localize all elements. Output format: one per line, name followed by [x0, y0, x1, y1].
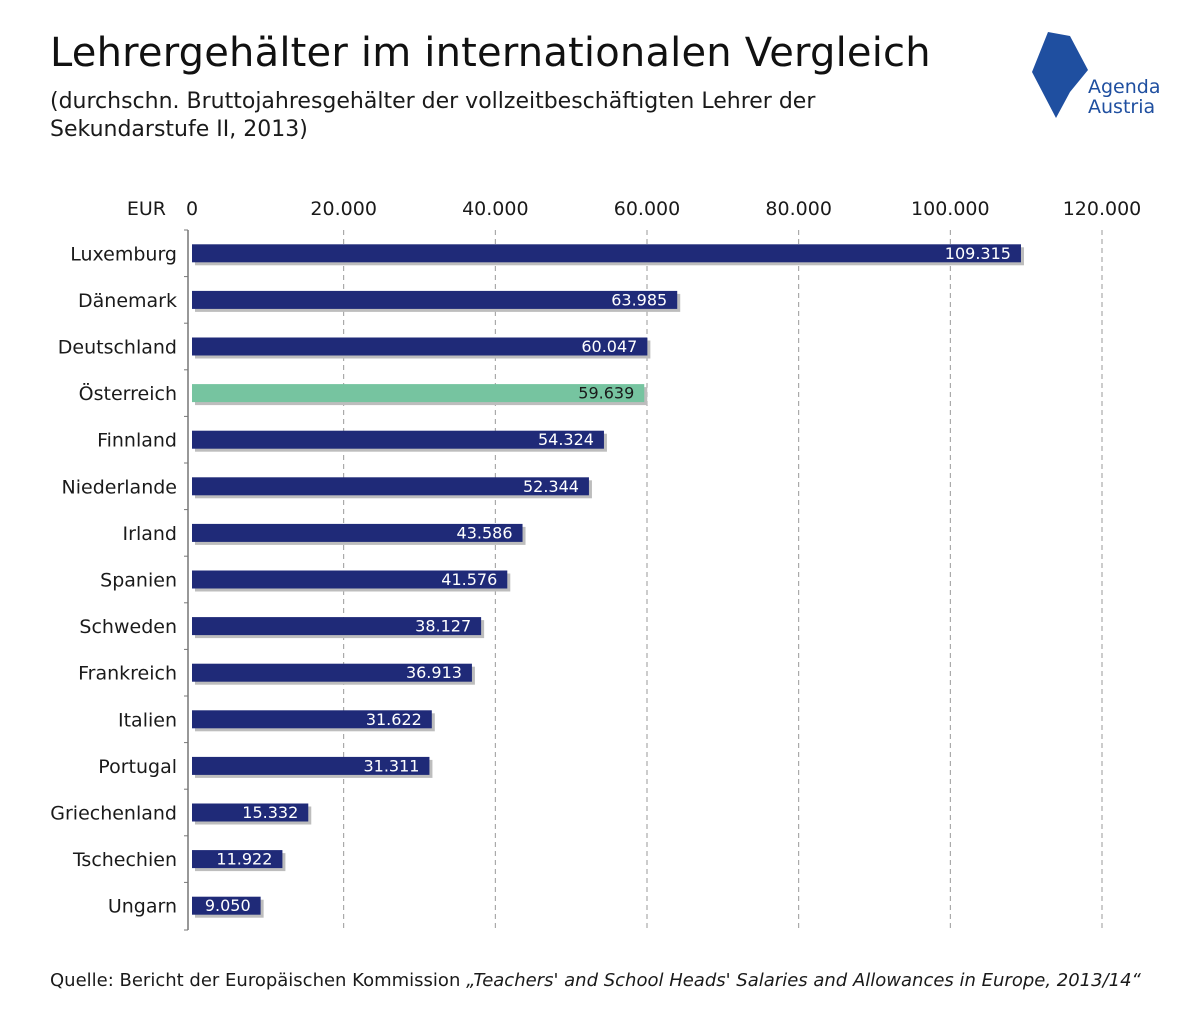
bar: [192, 803, 309, 822]
tick-label: 60.000: [614, 198, 680, 220]
category-label: Niederlande: [62, 476, 177, 498]
data-label: 31.311: [363, 756, 419, 775]
data-label: 31.622: [366, 710, 422, 729]
category-label: Deutschland: [58, 337, 177, 359]
data-label: 15.332: [242, 803, 298, 822]
chart-subtitle: (durchschn. Bruttojahresgehälter der vol…: [50, 89, 816, 142]
category-label: Österreich: [79, 382, 177, 405]
bar: [192, 710, 432, 729]
source-publication: „Teachers' and School Heads' Salaries an…: [466, 970, 1141, 991]
data-label: 36.913: [406, 663, 462, 682]
bar: [192, 430, 604, 449]
category-label: Schweden: [79, 616, 177, 638]
data-label: 60.047: [581, 337, 637, 356]
bar: [192, 477, 589, 496]
bar: [192, 850, 283, 869]
tick-label: 100.000: [911, 198, 990, 220]
data-label: 52.344: [523, 477, 579, 496]
tick-label: 120.000: [1063, 198, 1142, 220]
bar: [192, 290, 678, 309]
data-label: 38.127: [415, 617, 471, 636]
unit-label: EUR: [127, 198, 166, 220]
tick-label: 20.000: [310, 198, 376, 220]
category-label: Ungarn: [108, 896, 177, 918]
bar: [192, 384, 645, 403]
data-label: 63.985: [611, 290, 667, 309]
chart-title: Lehrergehälter im internationalen Vergle…: [50, 30, 931, 76]
bar: [192, 663, 472, 682]
bar: [192, 570, 508, 589]
category-label: Tschechien: [72, 849, 177, 871]
category-label: Irland: [123, 523, 177, 545]
bar: [192, 244, 1021, 263]
bar: [192, 896, 261, 915]
tick-label: 0: [186, 198, 198, 220]
category-label: Griechenland: [50, 803, 177, 825]
category-label: Spanien: [100, 570, 177, 592]
data-label: 11.922: [216, 850, 272, 869]
category-label: Dänemark: [78, 290, 177, 312]
bar: [192, 756, 430, 775]
data-label: 59.639: [578, 384, 634, 403]
bar-chart: EUR 0 20.000 40.000 60.000 80.000 100.000 120.0…: [50, 198, 1142, 931]
logo-text-austria: Austria: [1088, 96, 1156, 118]
data-label: 43.586: [457, 523, 513, 542]
data-label: 41.576: [441, 570, 497, 589]
category-label: Frankreich: [78, 663, 177, 685]
agenda-austria-logo: [1032, 32, 1088, 118]
bar: [192, 523, 523, 542]
category-label: Finnland: [97, 430, 177, 452]
source-note: Quelle: Bericht der Europäischen Kommiss…: [50, 970, 1141, 991]
data-label: 54.324: [538, 430, 594, 449]
tick-label: 40.000: [462, 198, 528, 220]
bar: [192, 617, 482, 636]
bar: [192, 337, 648, 356]
data-label: 109.315: [945, 244, 1011, 263]
logo-text-agenda: Agenda: [1088, 76, 1161, 98]
category-label: Portugal: [98, 756, 177, 778]
data-label: 9.050: [205, 896, 251, 915]
category-label: Italien: [118, 709, 177, 731]
source-prefix: Quelle: Bericht der Europäischen Kommiss…: [50, 970, 467, 991]
category-label: Luxemburg: [70, 243, 177, 265]
tick-label: 80.000: [765, 198, 831, 220]
